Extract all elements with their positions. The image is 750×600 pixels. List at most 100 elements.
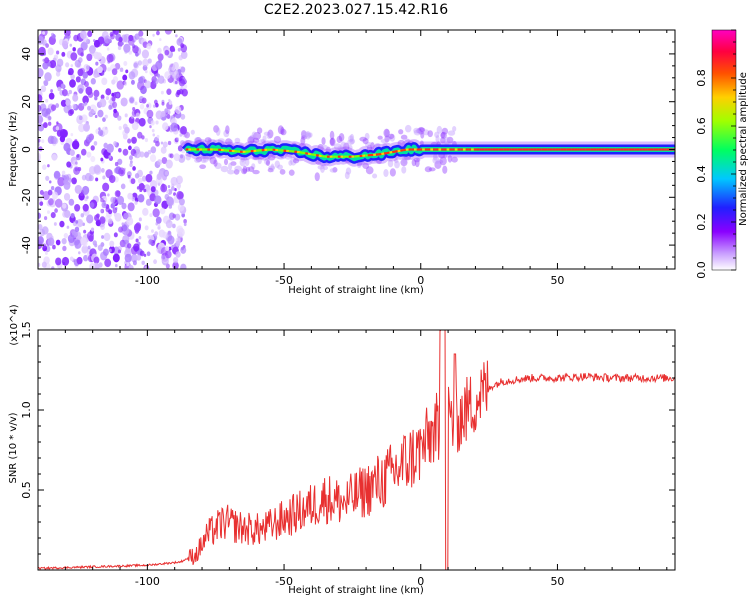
noise-blob: [138, 30, 144, 37]
noise-blob: [129, 97, 135, 104]
noise-blob: [167, 185, 171, 189]
signal-halo-blob: [397, 139, 406, 147]
noise-blob: [67, 234, 75, 244]
noise-blob: [124, 263, 132, 269]
signal-halo-blob: [257, 157, 262, 165]
noise-blob: [141, 260, 145, 266]
signal-halo-blob: [333, 143, 342, 151]
noise-blob: [122, 133, 128, 140]
signal-halo-blob: [414, 159, 420, 168]
noise-blob: [72, 47, 76, 52]
snr-frame: [37, 329, 676, 571]
signal-halo-blob: [435, 135, 440, 144]
noise-blob: [55, 103, 60, 108]
signal-halo-blob: [234, 165, 243, 172]
noise-blob: [136, 186, 140, 190]
signal-halo-blob: [440, 136, 446, 144]
signal-halo-blob: [337, 145, 344, 151]
signal-halo-blob: [427, 130, 433, 138]
noise-blob: [55, 71, 61, 77]
signal-halo-blob: [441, 127, 449, 135]
noise-blob: [170, 122, 178, 132]
noise-blob: [145, 173, 153, 183]
noise-blob: [47, 164, 50, 168]
noise-blob: [106, 143, 114, 154]
noise-blob: [89, 202, 95, 208]
noise-blob: [45, 175, 50, 181]
noise-blob: [146, 43, 152, 50]
noise-blob: [51, 191, 58, 200]
noise-blob: [45, 108, 51, 115]
signal-halo-blob: [214, 162, 222, 170]
noise-blob: [38, 262, 41, 267]
signal-halo-blob: [204, 137, 212, 143]
signal-halo-blob: [268, 165, 276, 170]
noise-blob: [39, 201, 44, 206]
noise-blob: [122, 74, 128, 81]
noise-blob: [108, 174, 116, 184]
signal-halo-blob: [411, 159, 417, 167]
signal-halo-blob: [332, 167, 338, 173]
noise-blob: [180, 263, 187, 269]
noise-blob: [157, 223, 161, 228]
noise-blob: [111, 92, 115, 97]
noise-blob: [44, 57, 50, 64]
signal-halo-blob: [320, 162, 326, 167]
signal-halo-blob: [308, 132, 313, 138]
noise-blob: [55, 126, 60, 131]
signal-halo-blob: [336, 135, 343, 144]
noise-blob: [141, 175, 147, 182]
noise-blob: [44, 216, 48, 221]
noise-blob: [174, 188, 177, 192]
noise-blob: [90, 155, 96, 163]
noise-blob: [86, 134, 93, 143]
signal-halo-blob: [357, 163, 362, 169]
noise-blob: [113, 212, 118, 218]
noise-blob: [94, 214, 100, 222]
noise-blob: [66, 161, 72, 168]
colorbar-tick-label: 0.4: [695, 165, 708, 183]
noise-blob: [42, 190, 50, 201]
noise-blob: [87, 30, 93, 38]
signal-halo-blob: [185, 153, 191, 161]
noise-blob: [48, 92, 55, 100]
noise-blob: [41, 139, 45, 144]
noise-blob: [138, 217, 142, 222]
noise-blob: [94, 243, 98, 248]
signal-halo-blob: [230, 161, 237, 166]
noise-blob: [50, 211, 56, 219]
noise-blob: [38, 68, 44, 78]
noise-blob: [174, 80, 178, 85]
noise-blob: [86, 214, 94, 224]
colorbar-tick-label: 0.6: [695, 117, 708, 135]
noise-blob: [74, 59, 82, 68]
noise-blob: [138, 182, 145, 191]
noise-blob: [40, 85, 47, 93]
noise-blob: [49, 60, 57, 69]
signal-halo-blob: [389, 168, 396, 177]
noise-blob: [155, 216, 162, 224]
signal-halo-blob: [194, 137, 201, 144]
noise-blob: [84, 196, 88, 202]
noise-blob: [114, 264, 118, 268]
noise-blob: [38, 236, 44, 245]
noise-blob: [178, 198, 185, 206]
noise-blob: [112, 76, 119, 83]
noise-blob: [160, 183, 168, 193]
noise-blob: [152, 77, 159, 85]
noise-blob: [176, 225, 184, 235]
noise-blob: [126, 262, 130, 267]
noise-blob: [168, 98, 171, 103]
noise-blob: [85, 172, 92, 182]
signal-halo-blob: [400, 159, 408, 167]
noise-blob: [126, 243, 132, 249]
signal-halo-blob: [365, 142, 373, 148]
noise-blob: [63, 193, 71, 201]
noise-blob: [133, 62, 138, 68]
noise-blob: [100, 157, 104, 162]
noise-blob: [90, 227, 95, 232]
noise-blob: [47, 210, 50, 214]
noise-blob: [129, 162, 133, 168]
noise-blob: [145, 198, 152, 206]
noise-blob: [113, 140, 118, 146]
